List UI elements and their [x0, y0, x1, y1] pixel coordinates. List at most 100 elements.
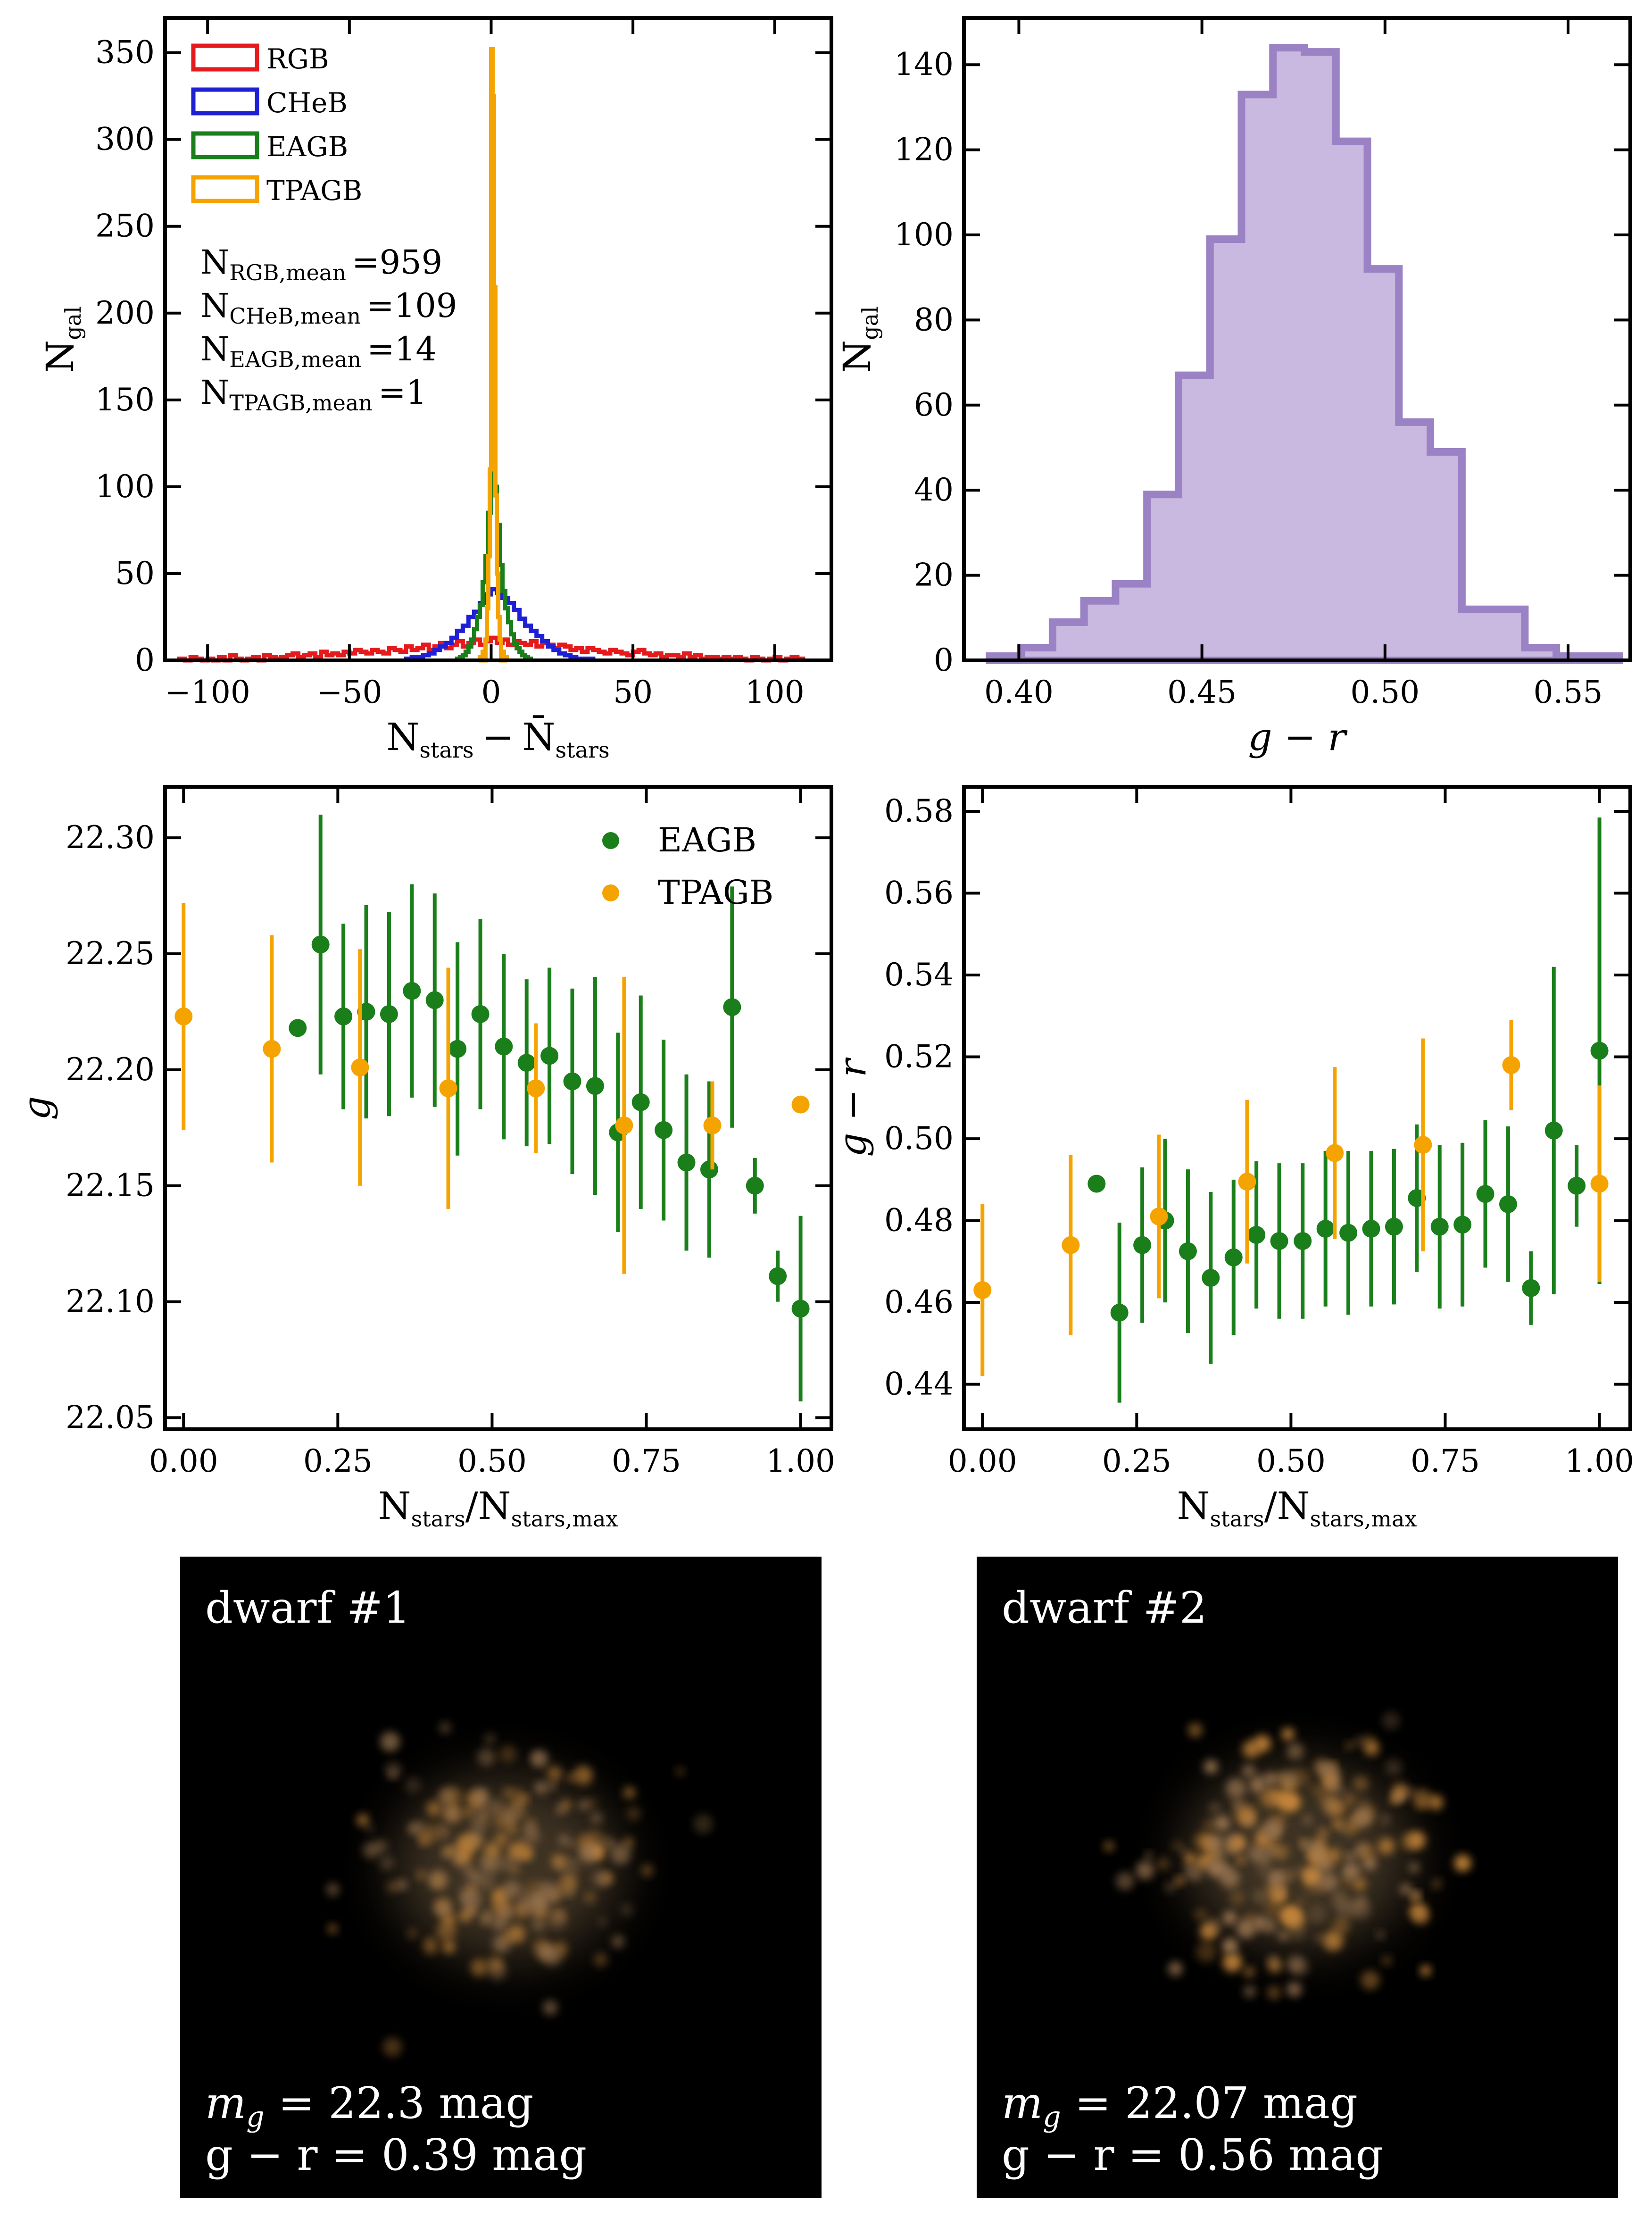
y-axis-label: g − r	[830, 1057, 874, 1157]
legend-label-tpagb: TPAGB	[266, 175, 362, 207]
star	[548, 1782, 556, 1791]
star	[1343, 1793, 1357, 1807]
star	[1353, 1877, 1366, 1891]
y-tick-label: 22.05	[66, 1399, 155, 1435]
star	[1208, 1834, 1224, 1850]
star	[498, 1904, 515, 1921]
star	[1168, 1961, 1183, 1976]
point-eagb	[448, 1040, 467, 1058]
star	[507, 1925, 526, 1943]
star	[1353, 1808, 1372, 1828]
star	[1195, 1909, 1207, 1921]
point-eagb	[586, 1077, 604, 1095]
point-eagb	[1087, 1175, 1106, 1193]
x-tick-label: 0.75	[612, 1443, 681, 1479]
legend-swatch-rgb	[191, 43, 259, 72]
point-eagb	[1202, 1269, 1220, 1287]
star	[1409, 1862, 1420, 1873]
point-eagb	[563, 1072, 581, 1091]
star	[611, 1935, 625, 1948]
y-tick-label: 350	[95, 34, 155, 71]
star	[1242, 1740, 1260, 1759]
star	[549, 1893, 558, 1902]
dwarf-color: g − r = 0.39 mag	[205, 2130, 587, 2180]
point-eagb	[791, 1300, 810, 1318]
star	[1307, 1904, 1327, 1925]
star	[547, 1766, 563, 1782]
star	[551, 1854, 566, 1869]
y-tick-label: 140	[894, 46, 954, 83]
x-tick-label: 1.00	[766, 1443, 835, 1479]
star	[1243, 1985, 1256, 1998]
star	[1116, 1872, 1134, 1891]
star	[1278, 1930, 1289, 1941]
star	[1392, 1782, 1409, 1800]
y-tick-label: 300	[95, 121, 155, 158]
star	[1271, 1872, 1282, 1882]
star	[1292, 1959, 1310, 1977]
legend: RGB CHeB EAGB TPAGB	[191, 43, 362, 207]
point-eagb	[334, 1007, 353, 1025]
star	[561, 1875, 577, 1891]
legend-marker-eagb	[602, 832, 619, 849]
y-tick-label: 150	[95, 382, 155, 418]
y-tick-label: 0.44	[884, 1366, 954, 1402]
y-tick-label: 0.50	[884, 1120, 954, 1157]
star	[1279, 1809, 1288, 1818]
star	[486, 1954, 502, 1970]
axes-frame	[163, 16, 833, 662]
star	[495, 1833, 508, 1846]
star	[475, 1871, 495, 1891]
point-eagb	[1568, 1176, 1586, 1195]
star	[484, 1842, 501, 1859]
star	[1400, 1883, 1412, 1896]
star	[1222, 1938, 1238, 1954]
star	[326, 1883, 340, 1897]
y-tick-label: 20	[914, 557, 954, 593]
point-eagb	[380, 1005, 398, 1023]
star	[602, 1837, 616, 1850]
legend-swatch-eagb	[191, 131, 259, 159]
histogram-eagb	[455, 467, 533, 661]
star	[468, 1884, 476, 1892]
star	[1264, 1772, 1279, 1786]
star	[558, 1834, 570, 1846]
plot-area	[174, 815, 810, 1401]
star	[1243, 1966, 1255, 1978]
point-eagb	[1179, 1242, 1197, 1260]
panel-color-scatter: 0.00 0.25 0.50 0.75 1.00 0.44 0.46 0.48 0.50 0.52…	[830, 785, 1634, 1532]
mean-tpagb-label: NTPAGB,mean =1	[200, 373, 427, 416]
star	[480, 1917, 489, 1926]
star	[1214, 1816, 1230, 1831]
x-tick-label: 0.75	[1411, 1443, 1480, 1479]
star	[1271, 1829, 1280, 1837]
x-tick-label: −100	[165, 674, 250, 710]
legend-marker-tpagb	[602, 884, 619, 901]
star	[1237, 1856, 1245, 1865]
star	[472, 1798, 493, 1818]
legend-label-eagb: EAGB	[658, 821, 756, 859]
star	[444, 1804, 463, 1823]
axis-ticks: 0.40 0.45 0.50 0.55 0 20 40 60 80 100 120 140	[894, 18, 1630, 710]
star	[1286, 1982, 1302, 1997]
x-tick-label: 0.00	[948, 1443, 1017, 1479]
y-tick-label: 0.54	[884, 957, 954, 993]
star	[387, 1881, 398, 1893]
star	[1323, 1931, 1343, 1951]
star	[531, 1917, 546, 1932]
star	[1345, 1741, 1354, 1750]
star	[1232, 1835, 1246, 1850]
star	[531, 1894, 550, 1913]
legend-label-eagb: EAGB	[266, 131, 348, 163]
star	[641, 1864, 653, 1876]
y-axis-label: g	[15, 1096, 58, 1120]
star	[587, 1798, 598, 1809]
axis-ticks: 0.00 0.25 0.50 0.75 1.00 0.44 0.46 0.48 0.50 0.52…	[884, 787, 1634, 1479]
point-eagb	[1316, 1219, 1335, 1238]
star	[1267, 1985, 1281, 2000]
point-eagb	[1385, 1217, 1403, 1236]
point-eagb	[471, 1005, 490, 1023]
star	[365, 1825, 374, 1834]
star	[374, 1839, 389, 1854]
plot-area	[986, 44, 1623, 664]
